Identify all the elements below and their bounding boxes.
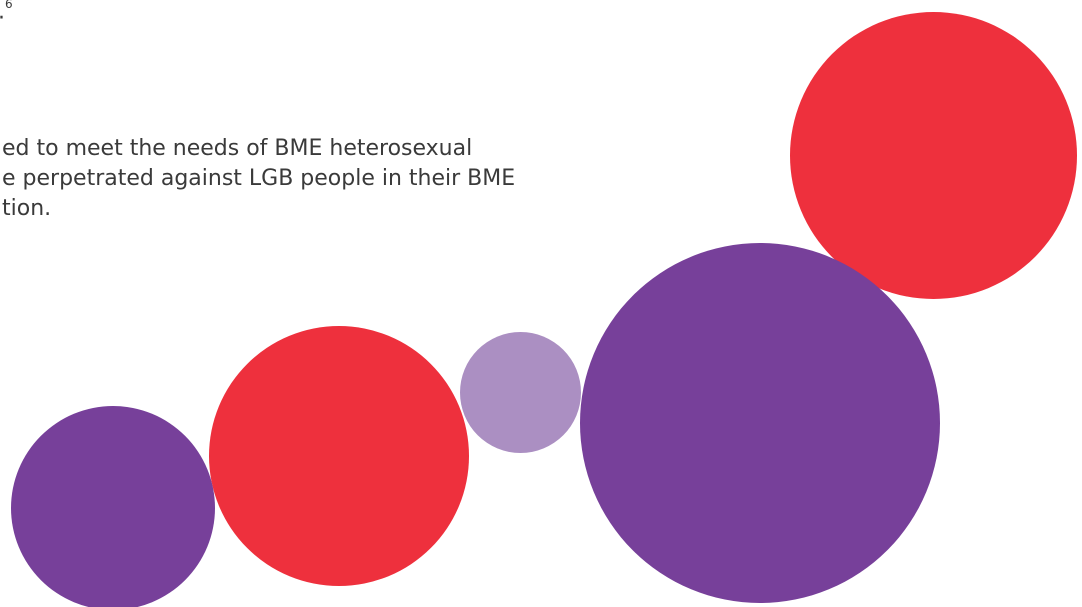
body-paragraph: ed to meet the needs of BME heterosexual… [2, 134, 515, 224]
decorative-circle-red-medium [209, 326, 469, 586]
decorative-circle-red-large [790, 12, 1077, 299]
paragraph-line-3: tion. [2, 196, 52, 221]
paragraph-line-2: e perpetrated against LGB people in thei… [2, 166, 516, 191]
footnote-reference: 6 [5, 0, 13, 11]
decorative-circle-purple-small [11, 406, 215, 607]
decorative-circle-purple-large [580, 243, 940, 603]
paragraph-line-1: ed to meet the needs of BME heterosexual [2, 136, 473, 161]
previous-sentence-end: .6 [0, 0, 13, 26]
sentence-period: . [0, 0, 5, 24]
decorative-circle-lilac-small [460, 332, 581, 453]
